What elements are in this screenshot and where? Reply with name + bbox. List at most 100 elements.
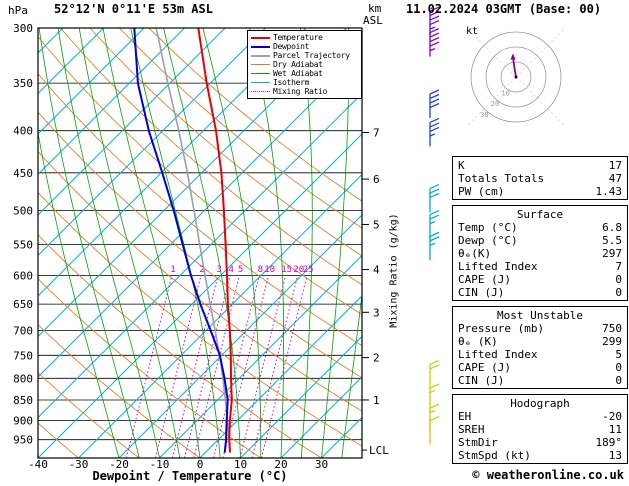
table-row-label: CAPE (J) [458, 361, 511, 374]
svg-text:900: 900 [13, 414, 33, 427]
table-row-label: SREH [458, 423, 485, 436]
table-row-value: 189° [595, 436, 623, 449]
legend-item: Parcel Trajectory [251, 51, 360, 60]
svg-text:5: 5 [373, 218, 380, 231]
svg-text:25: 25 [303, 265, 314, 275]
svg-text:4: 4 [228, 265, 233, 275]
table-row: StmSpd (kt) 13 [453, 449, 627, 462]
svg-text:15: 15 [281, 265, 292, 275]
svg-text:3: 3 [373, 306, 380, 319]
km-ticks: 1 2 3 4 5 6 7 [362, 127, 380, 407]
svg-text:450: 450 [13, 167, 33, 180]
wind-barbs [429, 6, 440, 445]
legend-swatch [251, 64, 270, 65]
svg-text:5: 5 [238, 265, 243, 275]
hodograph-spokes [468, 29, 564, 125]
wind-barb [429, 415, 440, 445]
table-row-label: K [458, 159, 465, 172]
wind-barb [429, 183, 440, 213]
legend-swatch [251, 54, 270, 57]
table-section: K 17 Totals Totals 47 PW (cm) 1.43 [452, 156, 628, 200]
svg-text:20: 20 [293, 265, 304, 275]
table-row-label: EH [458, 410, 472, 423]
svg-text:0: 0 [197, 458, 204, 471]
table-row-value: 6.8 [602, 221, 622, 234]
legend-label: Dry Adiabat [273, 60, 323, 69]
legend-label: Wet Adiabat [273, 69, 323, 78]
svg-text:600: 600 [13, 270, 33, 283]
table-row-label: Pressure (mb) [458, 322, 545, 335]
svg-text:500: 500 [13, 204, 33, 217]
pressure-axis-unit: hPa [8, 4, 28, 17]
svg-text:20: 20 [274, 458, 287, 471]
table-row-value: 5 [615, 348, 622, 361]
svg-text:850: 850 [13, 394, 33, 407]
table-row-label: θₑ (K) [458, 335, 498, 348]
wet-adiabats [38, 28, 362, 458]
chart-legend: Temperature Dewpoint Parcel Trajectory Dry … [247, 30, 362, 99]
svg-text:350: 350 [13, 77, 33, 90]
table-row-label: θₑ(K) [458, 247, 492, 260]
station-coordinates: 52°12'N 0°11'E 53m ASL [54, 2, 213, 16]
svg-text:1: 1 [170, 265, 175, 275]
svg-text:2: 2 [373, 352, 380, 365]
parcel-curve [155, 28, 231, 453]
table-row-value: 11 [608, 423, 622, 436]
table-row: CAPE (J) 0 [453, 361, 627, 374]
table-row: SREH 11 [453, 423, 627, 436]
mixing-ratio-axis-label: Mixing Ratio (g/kg) [388, 213, 400, 328]
legend-item: Dry Adiabat [251, 60, 360, 69]
legend-swatch [251, 36, 270, 39]
legend-label: Temperature [273, 33, 323, 42]
svg-text:10: 10 [501, 90, 509, 98]
table-row-value: 17 [608, 159, 622, 172]
table-row-value: 0 [615, 361, 622, 374]
wind-barb [429, 117, 440, 147]
indices-table: K 17 Totals Totals 47 PW (cm) 1.43 Surface Temp… [452, 156, 628, 469]
svg-text:550: 550 [13, 239, 33, 252]
table-section: Surface Temp (°C) 6.8 Dewp (°C) 5.5 θₑ(K) 297 L… [452, 205, 628, 301]
svg-text:10: 10 [234, 458, 247, 471]
table-row: θₑ(K) 297 [453, 247, 627, 260]
svg-text:400: 400 [13, 125, 33, 138]
table-section-title: Surface [516, 208, 564, 221]
table-section-title: Most Unstable [496, 309, 584, 322]
svg-text:800: 800 [13, 372, 33, 385]
dry-adiabats [38, 28, 362, 458]
hodograph-rings [470, 31, 562, 123]
hodograph-unit-label: kt [466, 26, 479, 37]
isotherms [38, 28, 362, 458]
table-section-title: Hodograph [510, 397, 570, 410]
table-row: θₑ (K) 299 [453, 335, 627, 348]
table-row-value: -20 [602, 410, 622, 423]
table-row: Temp (°C) 6.8 [453, 221, 627, 234]
legend-item: Wet Adiabat [251, 69, 360, 78]
table-row-value: 299 [602, 335, 622, 348]
legend-item: Dewpoint [251, 42, 360, 51]
table-section: Most Unstable Pressure (mb) 750 θₑ (K) 299 Li… [452, 306, 628, 389]
pressure-tick-labels: 300 350 400 450 500 550 600 650 700 750 800 850 900 9… [13, 22, 33, 447]
table-row-value: 5.5 [602, 234, 622, 247]
wind-barb [429, 209, 440, 239]
table-row-value: 7 [615, 260, 622, 273]
svg-text:-10: -10 [150, 458, 170, 471]
svg-text:7: 7 [373, 127, 380, 140]
table-row-value: 0 [615, 374, 622, 387]
legend-label: Parcel Trajectory [273, 51, 350, 60]
legend-swatch [251, 45, 270, 48]
legend-item: Temperature [251, 33, 360, 42]
legend-item: Isotherm [251, 78, 360, 87]
table-row-value: 47 [608, 172, 622, 185]
temperature-tick-labels: -40 -30 -20 -10 0 10 20 30 [28, 458, 328, 471]
table-section: Hodograph EH -20 SREH 11 StmDir 189° StmSpd (kt… [452, 394, 628, 464]
legend-label: Mixing Ratio [273, 87, 328, 96]
table-row: StmDir 189° [453, 436, 627, 449]
wind-barb [429, 89, 440, 119]
x-axis-label: Dewpoint / Temperature (°C) [92, 469, 288, 483]
table-row: Pressure (mb) 750 [453, 322, 627, 335]
hodograph-trace [512, 57, 517, 78]
copyright: © weatheronline.co.uk [472, 468, 624, 482]
